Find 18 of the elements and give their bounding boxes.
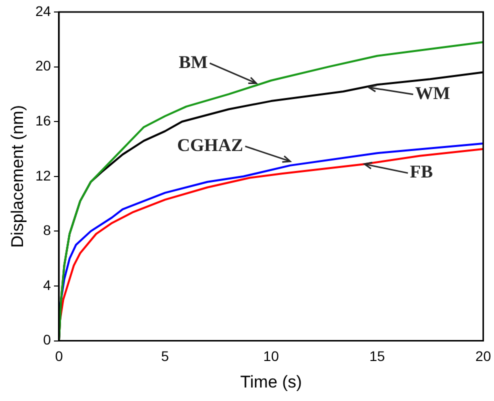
y-tick-label: 16 xyxy=(35,112,52,128)
y-tick-label: 12 xyxy=(35,167,52,184)
y-tick-label: 4 xyxy=(43,276,52,293)
annotation: FB xyxy=(410,162,433,182)
annotation: CGHAZ xyxy=(177,134,244,155)
annotation: BM xyxy=(178,52,208,72)
x-tick-label: 5 xyxy=(161,348,170,364)
annotation: WM xyxy=(415,83,450,104)
y-tick-label: 24 xyxy=(35,2,52,19)
x-tick-label: 0 xyxy=(55,348,64,364)
y-tick-label: 20 xyxy=(35,58,52,74)
x-tick-label: 20 xyxy=(475,348,492,364)
x-tick-label: 10 xyxy=(263,348,280,364)
y-axis-title: Displacement (nm) xyxy=(8,105,27,248)
x-axis-title: Time (s) xyxy=(240,372,302,392)
y-tick-label: 0 xyxy=(43,332,52,348)
y-tick-label: 8 xyxy=(43,222,52,238)
x-tick-label: 15 xyxy=(369,348,386,364)
